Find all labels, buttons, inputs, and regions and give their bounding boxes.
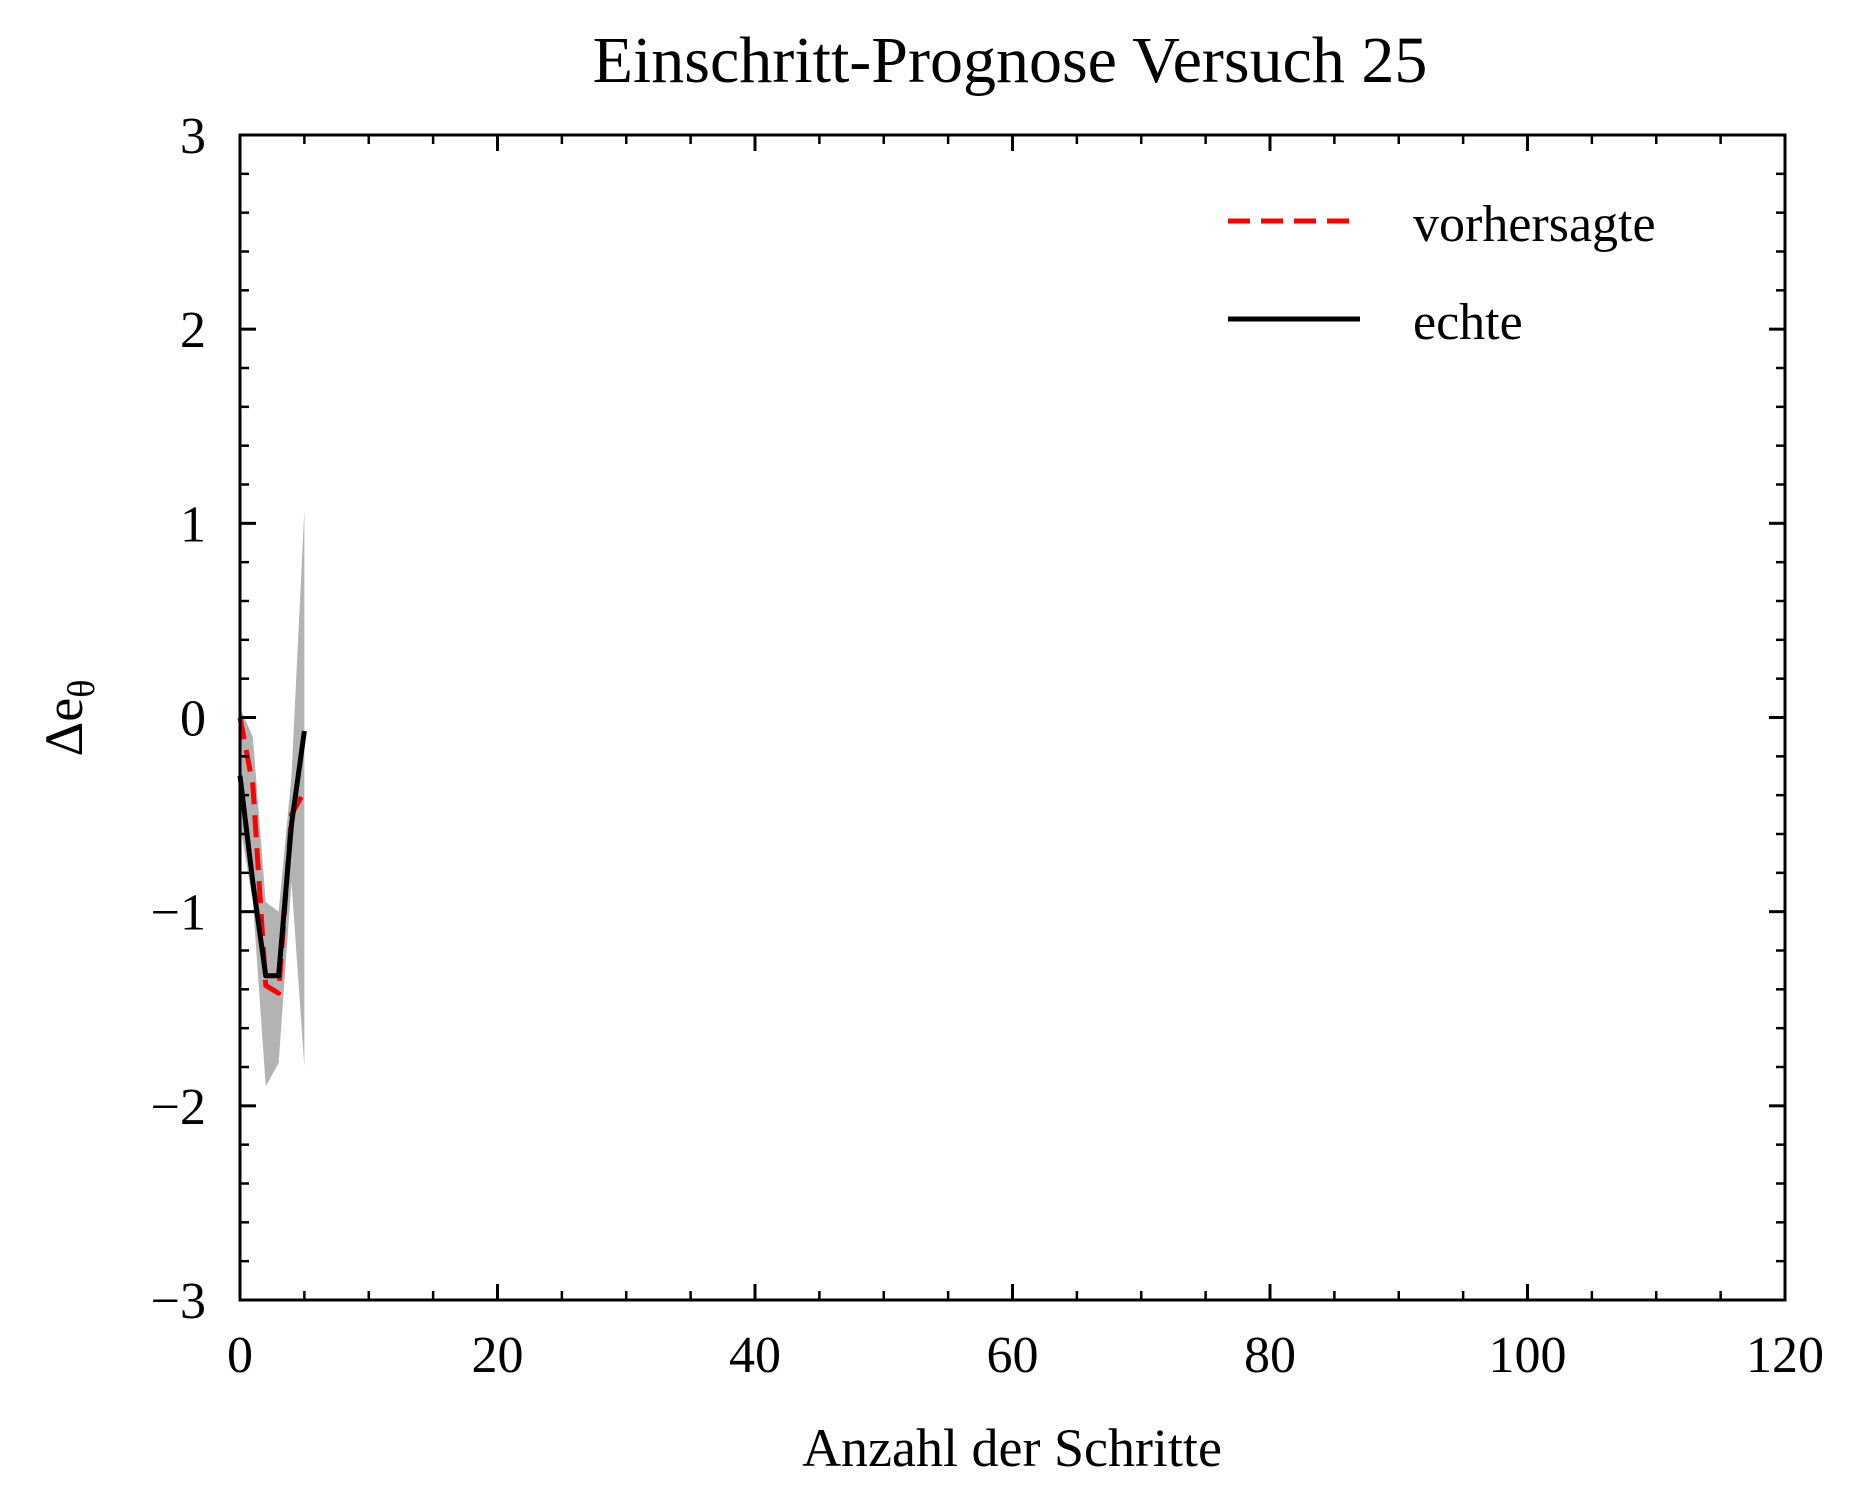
y-tick-label: −1: [151, 885, 206, 942]
tick-layer: 0 20 40 60 80 100 120 −3 −2 −1 0 1 2 3: [151, 108, 1824, 1384]
legend-label-echte: echte: [1413, 294, 1523, 351]
series-layer: [237, 717, 307, 996]
uncertainty-band: [240, 509, 305, 1087]
x-tick-label: 120: [1746, 1327, 1824, 1384]
x-tick-label: 100: [1489, 1327, 1567, 1384]
chart-title: Einschritt-Prognose Versuch 25: [593, 24, 1428, 97]
y-tick-label: −2: [151, 1079, 206, 1136]
y-tick-label: 1: [180, 496, 206, 553]
plot-frame: [238, 133, 1787, 1302]
legend: vorhersagte echte: [1228, 196, 1656, 351]
x-tick-label: 0: [227, 1327, 253, 1384]
y-axis-label: Δeθ: [34, 680, 103, 757]
uncertainty-band-layer: [240, 509, 305, 1087]
x-tick-label: 40: [729, 1327, 781, 1384]
y-tick-label: 2: [180, 302, 206, 359]
x-axis-label: Anzahl der Schritte: [802, 1418, 1222, 1478]
y-axis-label-main: Δe: [34, 698, 94, 757]
y-tick-label: −3: [151, 1273, 206, 1330]
x-tick-label: 80: [1244, 1327, 1296, 1384]
series-line-echte: [237, 730, 307, 979]
x-tick-label: 20: [472, 1327, 524, 1384]
y-tick-label: 0: [180, 691, 206, 748]
y-tick-label: 3: [180, 108, 206, 165]
legend-label-vorhersagte: vorhersagte: [1413, 196, 1656, 253]
x-tick-label: 60: [987, 1327, 1039, 1384]
y-axis-label-subscript: θ: [61, 680, 103, 698]
